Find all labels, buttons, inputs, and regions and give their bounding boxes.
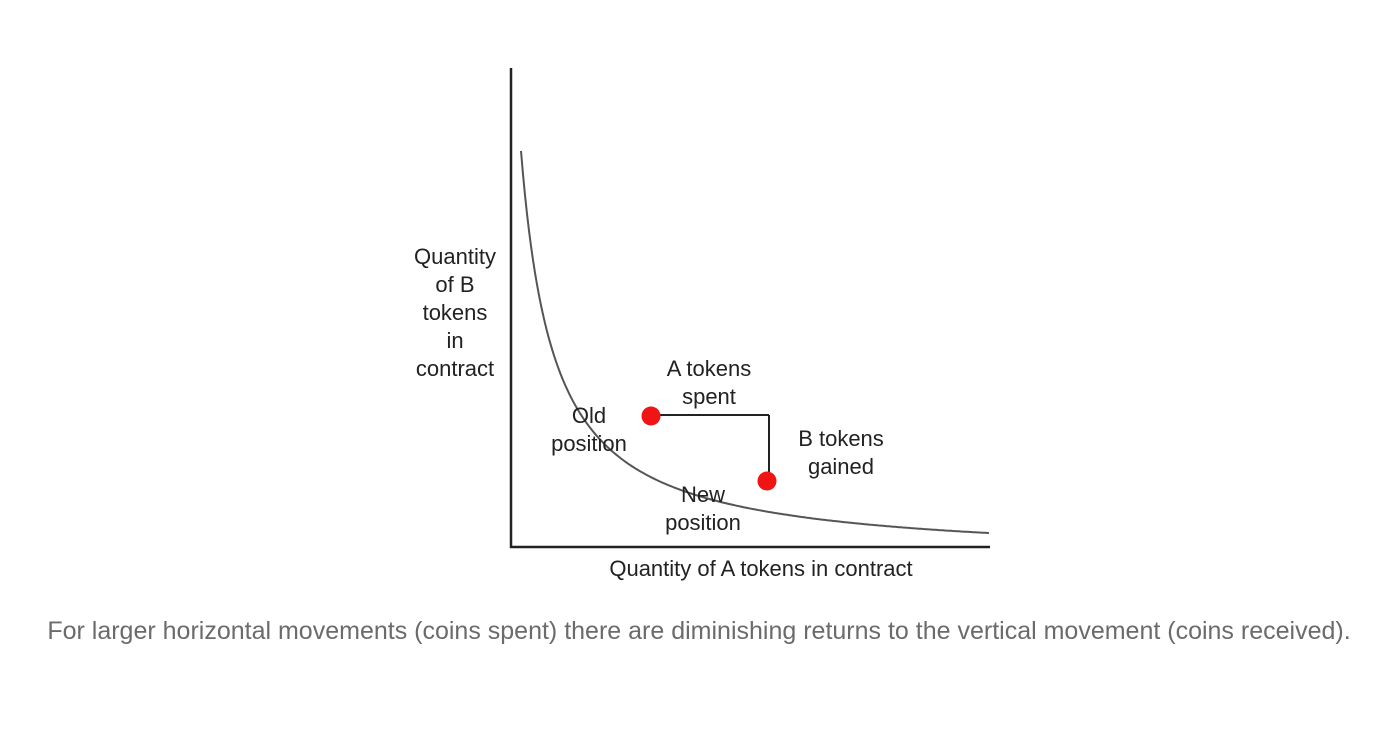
old-position-line-1: Old xyxy=(572,403,606,428)
y-axis-label-line-2: of B xyxy=(435,272,474,297)
new-position-label: New position xyxy=(665,482,741,535)
x-axis-label: Quantity of A tokens in contract xyxy=(609,556,912,581)
a-tokens-spent-line-1: A tokens xyxy=(667,356,751,381)
y-axis-label-line-3: tokens xyxy=(423,300,488,325)
figure-caption: For larger horizontal movements (coins s… xyxy=(0,612,1398,651)
constant-product-curve xyxy=(520,150,990,535)
a-tokens-spent-label: A tokens spent xyxy=(667,356,751,409)
old-position-point xyxy=(641,406,661,426)
a-tokens-spent-line-2: spent xyxy=(682,384,736,409)
y-axis-label-line-4: in xyxy=(446,328,463,353)
new-position-line-1: New xyxy=(681,482,725,507)
new-position-point xyxy=(757,471,777,491)
y-axis-label-line-5: contract xyxy=(416,356,494,381)
old-position-line-2: position xyxy=(551,431,627,456)
new-position-line-2: position xyxy=(665,510,741,535)
b-tokens-gained-line-1: B tokens xyxy=(798,426,884,451)
figure-caption-text: For larger horizontal movements (coins s… xyxy=(47,617,1351,645)
y-axis-label: Quantity of B tokens in contract xyxy=(414,244,496,381)
b-tokens-gained-label: B tokens gained xyxy=(798,426,884,479)
old-position-label: Old position xyxy=(551,403,627,456)
b-tokens-gained-line-2: gained xyxy=(808,454,874,479)
constant-product-diagram: Quantity of B tokens in contract A token… xyxy=(414,68,990,581)
y-axis-label-line-1: Quantity xyxy=(414,244,496,269)
